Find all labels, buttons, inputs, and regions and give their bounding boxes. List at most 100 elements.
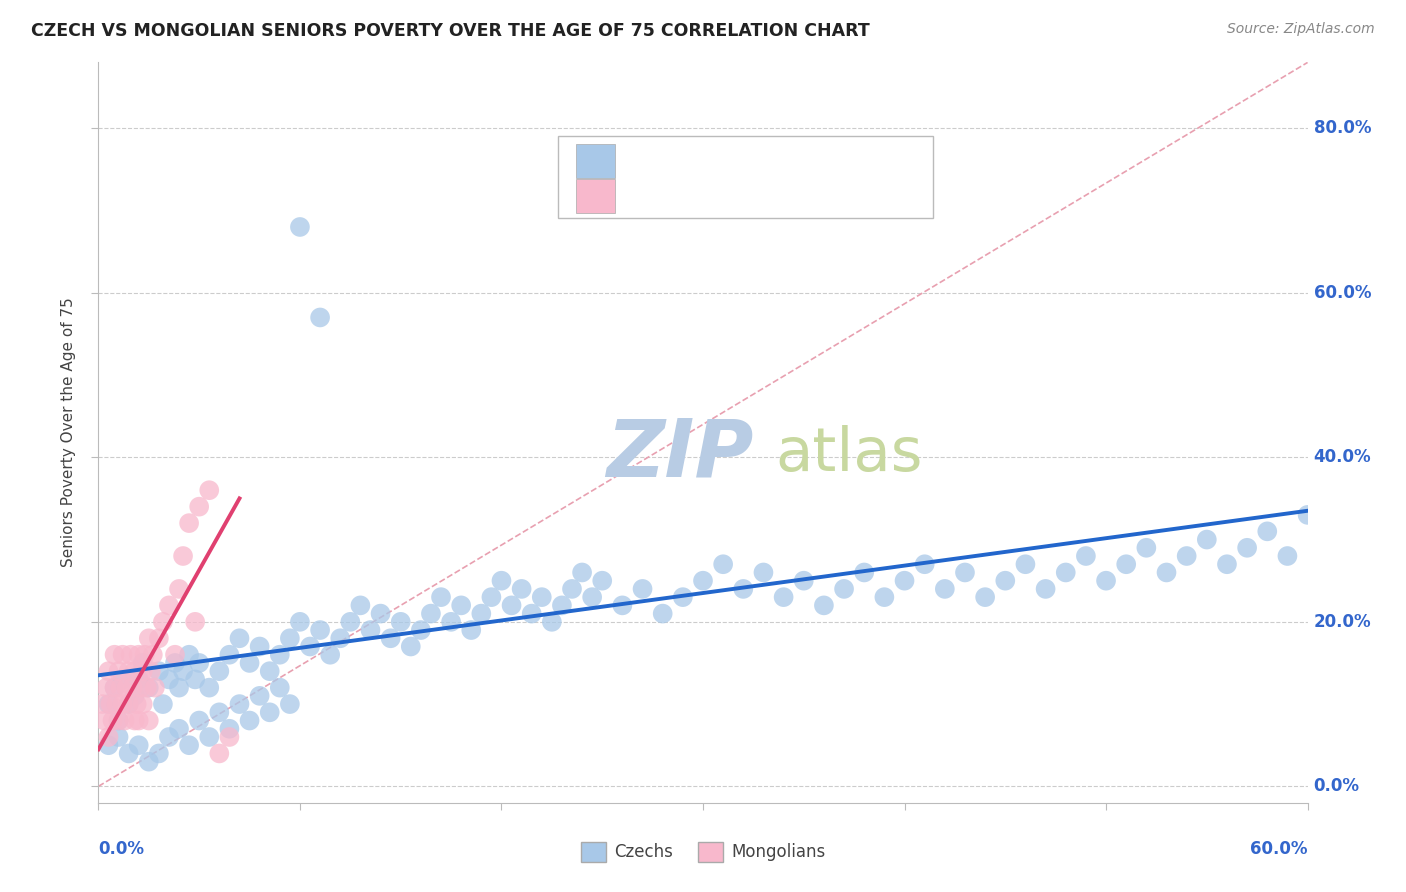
Text: 20.0%: 20.0% bbox=[1313, 613, 1371, 631]
Point bbox=[1115, 558, 1137, 572]
Point bbox=[105, 697, 128, 711]
Point bbox=[228, 697, 250, 711]
Point bbox=[752, 566, 775, 580]
Point bbox=[148, 664, 170, 678]
Point bbox=[124, 714, 146, 728]
FancyBboxPatch shape bbox=[576, 144, 614, 178]
Point bbox=[208, 706, 231, 720]
Point bbox=[309, 310, 332, 325]
Point bbox=[128, 673, 150, 687]
Point bbox=[934, 582, 956, 596]
Point bbox=[692, 574, 714, 588]
Point bbox=[631, 582, 654, 596]
Point bbox=[163, 656, 186, 670]
Point bbox=[914, 558, 936, 572]
Point bbox=[91, 697, 114, 711]
Text: R = 0.307    N = 113: R = 0.307 N = 113 bbox=[627, 152, 814, 169]
Point bbox=[1035, 582, 1057, 596]
Point bbox=[139, 664, 162, 678]
Point bbox=[1156, 566, 1178, 580]
Point bbox=[157, 673, 180, 687]
Point bbox=[138, 714, 160, 728]
Point bbox=[1074, 549, 1097, 563]
Point bbox=[107, 714, 129, 728]
Point bbox=[370, 607, 392, 621]
Point bbox=[269, 681, 291, 695]
Point bbox=[380, 632, 402, 646]
Text: CZECH VS MONGOLIAN SENIORS POVERTY OVER THE AGE OF 75 CORRELATION CHART: CZECH VS MONGOLIAN SENIORS POVERTY OVER … bbox=[31, 22, 870, 40]
Point bbox=[1236, 541, 1258, 555]
Point bbox=[793, 574, 815, 588]
Point bbox=[167, 681, 190, 695]
Point bbox=[672, 590, 695, 604]
Point bbox=[198, 483, 221, 498]
Text: 0.0%: 0.0% bbox=[98, 840, 145, 858]
Point bbox=[339, 615, 361, 629]
Point bbox=[163, 648, 186, 662]
Point bbox=[172, 664, 194, 678]
Point bbox=[278, 697, 301, 711]
Point bbox=[103, 648, 125, 662]
Point bbox=[873, 590, 896, 604]
Point bbox=[100, 697, 122, 711]
Point bbox=[118, 664, 141, 678]
Point bbox=[813, 599, 835, 613]
Point bbox=[409, 623, 432, 637]
Point bbox=[208, 747, 231, 761]
Point bbox=[114, 714, 136, 728]
Point bbox=[1256, 524, 1278, 539]
Point bbox=[125, 697, 148, 711]
Point bbox=[111, 648, 134, 662]
Point bbox=[218, 730, 240, 744]
Point bbox=[481, 590, 503, 604]
Point bbox=[110, 681, 132, 695]
Point bbox=[138, 632, 160, 646]
Point bbox=[128, 714, 150, 728]
Point bbox=[1095, 574, 1118, 588]
Point bbox=[309, 623, 332, 637]
Text: 60.0%: 60.0% bbox=[1250, 840, 1308, 858]
Point bbox=[228, 632, 250, 646]
Text: 0.0%: 0.0% bbox=[1313, 777, 1360, 796]
Point bbox=[581, 590, 603, 604]
Point bbox=[711, 558, 734, 572]
Point bbox=[103, 681, 125, 695]
Point bbox=[142, 648, 165, 662]
Point bbox=[128, 738, 150, 752]
Text: Source: ZipAtlas.com: Source: ZipAtlas.com bbox=[1227, 22, 1375, 37]
Point bbox=[148, 632, 170, 646]
Point bbox=[118, 697, 141, 711]
Point bbox=[124, 664, 146, 678]
Text: R = 0.300    N = 48: R = 0.300 N = 48 bbox=[627, 186, 803, 204]
Point bbox=[188, 500, 211, 514]
Point bbox=[103, 681, 125, 695]
Point bbox=[111, 697, 134, 711]
Point bbox=[551, 599, 574, 613]
Point bbox=[470, 607, 492, 621]
Point bbox=[1216, 558, 1239, 572]
Point bbox=[132, 656, 155, 670]
Point bbox=[118, 747, 141, 761]
Point bbox=[571, 566, 593, 580]
Point bbox=[249, 689, 271, 703]
Point bbox=[612, 599, 634, 613]
Point bbox=[120, 648, 142, 662]
Point bbox=[135, 681, 157, 695]
Point bbox=[93, 714, 115, 728]
Point bbox=[651, 607, 673, 621]
Point bbox=[994, 574, 1017, 588]
Point bbox=[157, 730, 180, 744]
Point bbox=[460, 623, 482, 637]
Point bbox=[138, 681, 160, 695]
Point bbox=[101, 714, 124, 728]
FancyBboxPatch shape bbox=[558, 136, 932, 218]
Point bbox=[450, 599, 472, 613]
Point bbox=[510, 582, 533, 596]
Point bbox=[420, 607, 443, 621]
Point bbox=[319, 648, 342, 662]
Point bbox=[188, 656, 211, 670]
Point bbox=[184, 673, 207, 687]
Point bbox=[360, 623, 382, 637]
Point bbox=[148, 747, 170, 761]
Point bbox=[198, 681, 221, 695]
